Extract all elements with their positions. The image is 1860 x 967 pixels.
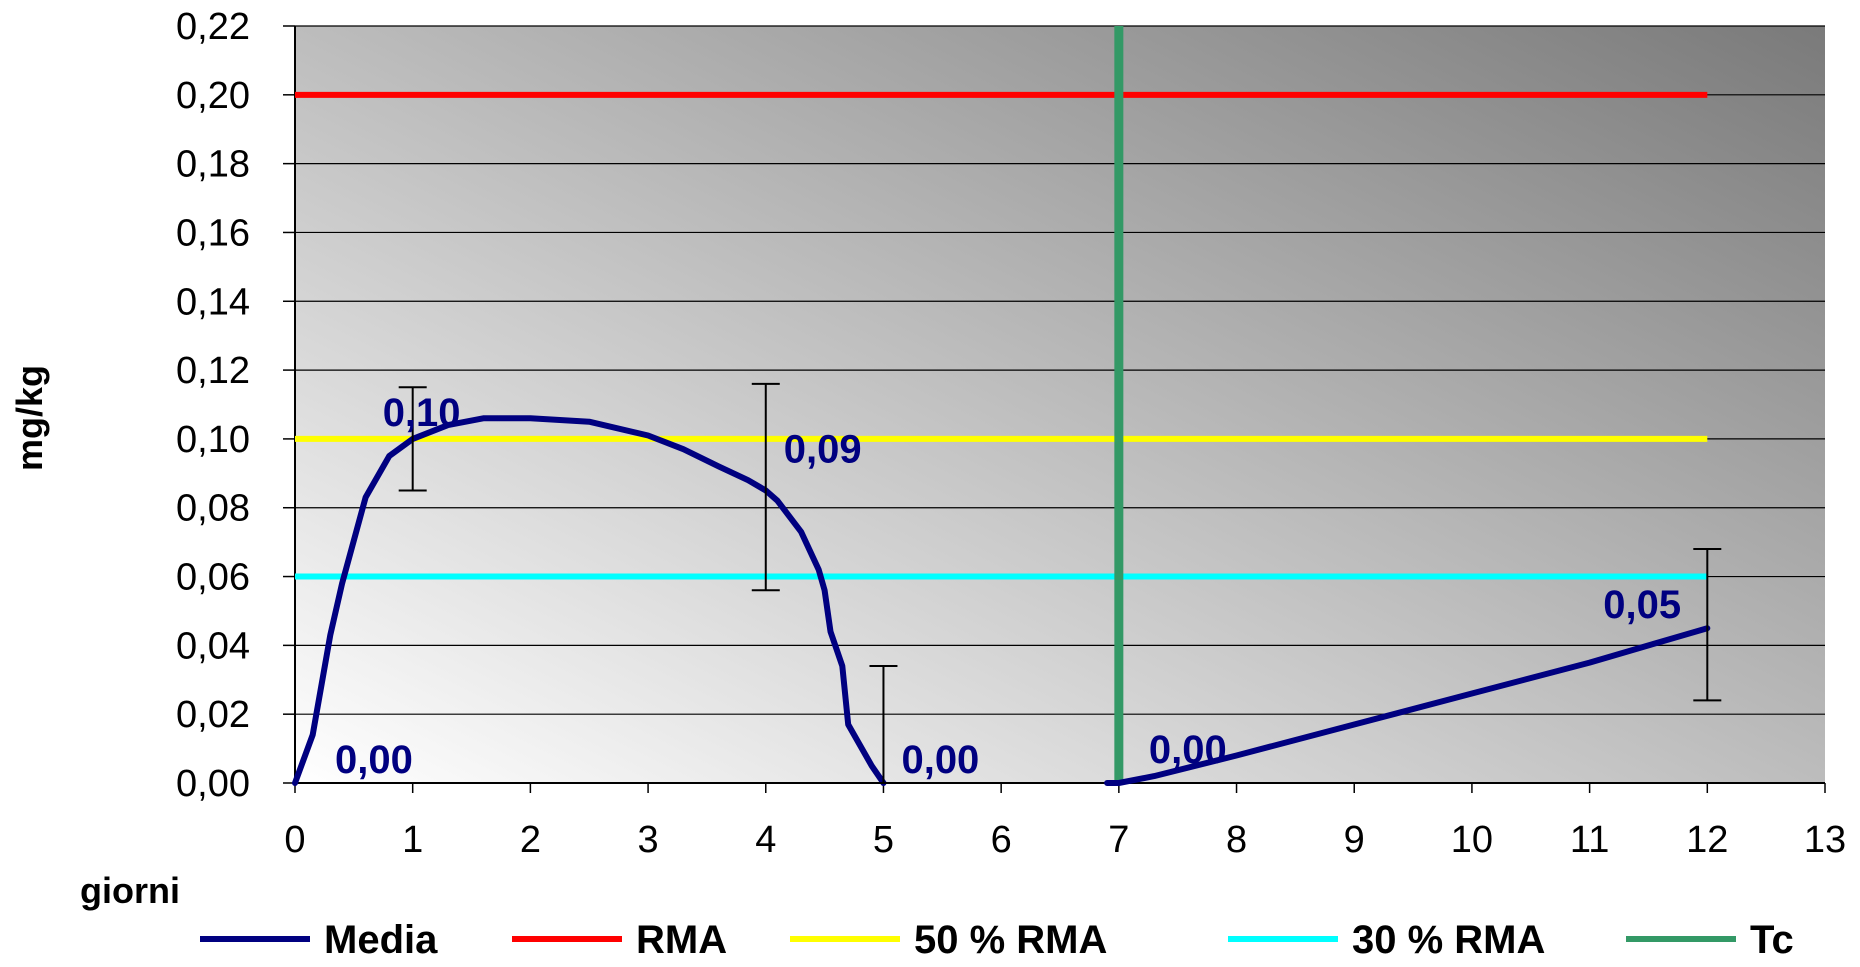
plot-area [295,26,1825,783]
x-tick-label: 11 [1570,819,1609,861]
y-tick-label: 0,04 [176,625,250,667]
y-axis-title: mg/kg [9,365,50,471]
y-tick-label: 0,20 [176,75,250,117]
y-tick-label: 0,18 [176,144,250,186]
data-label: 0,00 [901,738,979,782]
y-tick-label: 0,08 [176,488,250,530]
data-label: 0,00 [1149,728,1227,772]
data-label: 0,09 [784,428,862,472]
data-label: 0,10 [383,391,461,435]
x-tick-label: 13 [1804,819,1846,861]
y-tick-label: 0,06 [176,557,250,599]
x-tick-label: 4 [755,819,776,861]
x-tick-label: 6 [991,819,1012,861]
media-series-line [292,415,887,786]
axes: 0,00 0,02 0,04 0,06 0,08 0,10 0,12 0,14 0,16 0,18… [176,6,1846,861]
y-tick-label: 0,00 [176,763,250,805]
x-tick-label: 12 [1686,819,1728,861]
y-tick-label: 0,16 [176,212,250,254]
x-tick-label: 1 [402,819,423,861]
data-label: 0,05 [1603,583,1681,627]
x-tick-label: 10 [1451,819,1493,861]
y-tick-label: 0,10 [176,419,250,461]
x-tick-label: 0 [284,819,305,861]
legend-media-label: Media [324,918,438,962]
media-series-line [1104,625,1711,786]
x-axis-title: giorni [80,870,180,911]
y-tick-label: 0,02 [176,694,250,736]
y-tick-label: 0,14 [176,281,250,323]
x-tick-label: 7 [1108,819,1129,861]
x-tick-label: 9 [1344,819,1365,861]
data-label: 0,00 [335,738,413,782]
y-tick-label: 0,22 [176,6,250,48]
data-labels: 0,00 0,10 0,09 0,00 0,00 0,05 [335,391,1681,782]
legend-tc-label: Tc [1750,918,1794,962]
y-tick-label: 0,12 [176,350,250,392]
series-layer [292,26,1722,786]
x-tick-label: 3 [638,819,659,861]
x-tick-label: 8 [1226,819,1247,861]
x-tick-label: 5 [873,819,894,861]
legend-rma-30-label: 30 % RMA [1352,918,1545,962]
legend: Media RMA 50 % RMA 30 % RMA Tc [200,918,1794,962]
legend-rma-label: RMA [636,918,727,962]
x-tick-label: 2 [520,819,541,861]
legend-rma-50-label: 50 % RMA [914,918,1107,962]
